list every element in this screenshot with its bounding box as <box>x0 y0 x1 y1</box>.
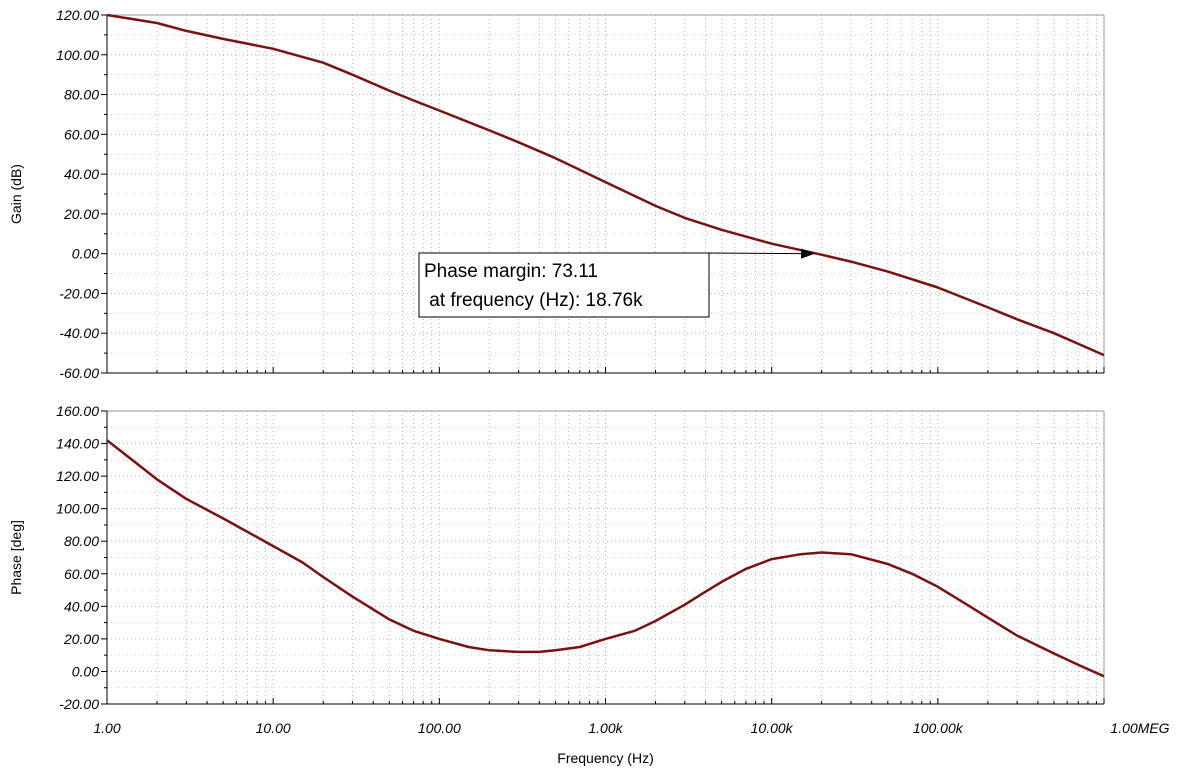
phase-y-tick-label: -20.00 <box>59 696 99 712</box>
gain-y-tick-label: 40.00 <box>64 166 99 182</box>
phase-y-tick-label: 20.00 <box>63 631 99 647</box>
gain-panel: 120.00 100.00 80.00 60.00 40.00 20.00 0.00 -20.… <box>8 7 1105 381</box>
x-tick-label: 1.00 <box>93 720 120 736</box>
x-axis-label: Frequency (Hz) <box>557 750 653 766</box>
gain-y-tick-label: -20.00 <box>59 285 99 301</box>
phase-y-tick-label: 120.00 <box>56 468 99 484</box>
phase-margin-frequency-text: at frequency (Hz): 18.76k <box>424 290 643 311</box>
phase-y-tick-label: 60.00 <box>64 566 99 582</box>
x-tick-label: 1.00MEG <box>1110 720 1169 736</box>
phase-series-line <box>106 439 1105 678</box>
gain-series-line <box>106 13 1105 357</box>
x-tick-label: 10.00k <box>751 720 794 736</box>
x-tick-label: 100.00k <box>913 720 964 736</box>
gain-y-tick-label: 100.00 <box>56 47 99 63</box>
x-tick-label: 100.00 <box>418 720 461 736</box>
gain-y-tick-label: 80.00 <box>64 87 99 103</box>
gain-y-tick-label: 20.00 <box>63 206 99 222</box>
gain-y-tick-label: 60.00 <box>64 126 99 142</box>
phase-y-tick-label: 100.00 <box>56 501 99 517</box>
annotation-arrow-head <box>801 248 816 259</box>
phase-y-tick-label: 40.00 <box>64 598 99 614</box>
phase-margin-box <box>418 252 710 318</box>
phase-y-tick-label: 160.00 <box>56 403 99 419</box>
phase-y-tick-label: 0.00 <box>72 663 99 679</box>
phase-panel: 160.00 140.00 120.00 100.00 80.00 60.00 40.00 2… <box>8 403 1170 766</box>
gain-y-tick-label: 0.00 <box>72 246 99 262</box>
phase-y-tick-label: 140.00 <box>56 436 99 452</box>
phase-margin-text: Phase margin: 73.11 <box>424 261 598 282</box>
gain-y-tick-label: 120.00 <box>56 7 99 23</box>
phase-y-axis-label: Phase [deg] <box>8 520 24 595</box>
annotation-arrow-line <box>708 252 804 255</box>
x-tick-label: 10.00 <box>256 720 291 736</box>
gain-y-axis-label: Gain (dB) <box>8 164 24 224</box>
phase-y-tick-label: 80.00 <box>64 533 99 549</box>
x-tick-label: 1.00k <box>588 720 623 736</box>
gain-y-tick-label: -40.00 <box>59 325 99 341</box>
gain-y-tick-label: -60.00 <box>59 365 99 381</box>
